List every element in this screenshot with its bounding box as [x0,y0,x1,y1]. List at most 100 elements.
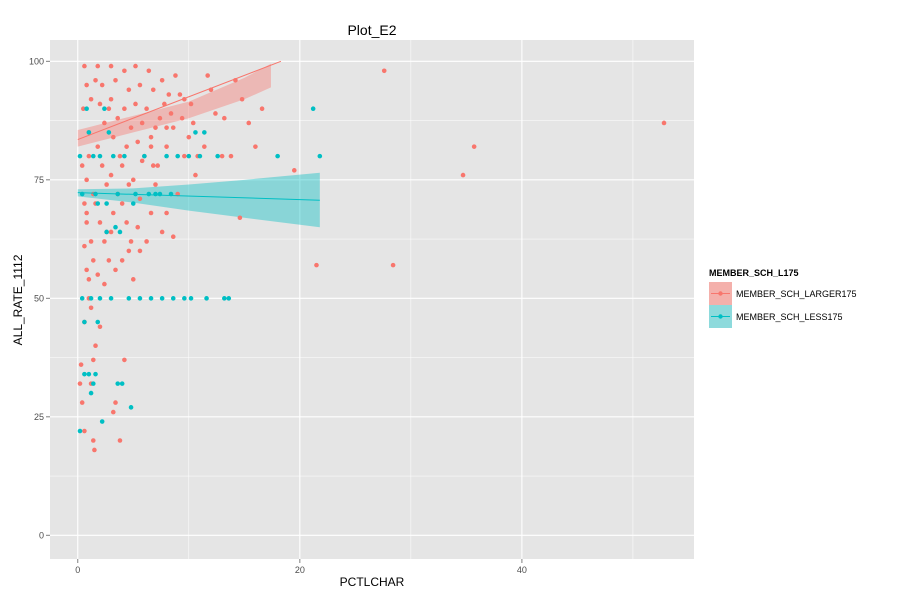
data-point [661,120,667,126]
data-point [148,134,154,140]
data-point [82,63,87,69]
data-point [153,182,158,187]
data-point [128,239,134,244]
data-point [162,101,167,107]
data-point [122,357,127,363]
y-axis-title: ALL_RATE_1112 [11,254,25,345]
data-point [77,428,83,434]
data-point [91,153,96,159]
chart-title: Plot_E2 [347,22,396,38]
data-point [91,258,96,263]
data-point [95,63,101,69]
data-point [79,163,85,168]
axis-ticks: 0 20 40 0 25 50 75 100 [29,56,527,575]
data-point [259,106,265,112]
data-point [86,153,92,159]
data-point [226,296,232,301]
data-point [202,130,207,135]
data-point [113,77,118,83]
data-point [228,153,234,159]
x-axis-title: PCTLCHAR [340,575,405,589]
data-point [146,68,152,74]
data-point [188,101,194,107]
data-point [97,220,103,225]
data-point [82,243,87,249]
data-point [91,357,96,363]
data-point [82,371,87,377]
data-point [88,96,94,102]
data-point [133,63,138,69]
data-point [110,409,116,415]
data-point [190,120,196,126]
legend-label: MEMBER_SCH_LESS175 [736,312,843,322]
data-point [77,381,83,386]
data-point [275,153,280,159]
data-point [135,139,141,145]
data-point [186,134,192,140]
data-point [108,96,114,102]
data-point [205,73,210,78]
data-point [126,87,132,93]
legend-title: MEMBER_SCH_L175 [709,268,799,278]
data-point [173,73,178,78]
data-point [102,281,107,287]
confidence-band [77,63,271,147]
data-point [188,296,194,301]
data-point [86,277,92,282]
data-point [246,120,252,126]
data-point [314,262,319,268]
confidence-bands [77,63,320,228]
data-point [110,210,116,216]
data-point [113,400,118,405]
data-point [77,153,83,159]
data-point [95,272,101,277]
y-tick-label: 50 [34,293,44,303]
data-point [219,153,225,159]
data-point [150,87,156,93]
data-point [99,163,105,168]
data-point [117,153,123,159]
data-point [139,120,145,126]
data-point [106,258,112,263]
data-point [113,267,118,273]
data-point [137,296,143,301]
data-point [471,144,477,149]
legend-key-point [718,291,723,296]
data-point [78,362,84,367]
data-point [95,319,101,325]
data-point [108,296,114,301]
data-point [186,153,192,159]
data-point [117,229,123,235]
data-point [159,77,165,83]
data-point [104,201,109,206]
data-point [222,296,227,301]
data-point [122,153,127,159]
data-point [126,182,132,187]
data-point [86,130,92,135]
data-point [130,177,136,183]
data-point [97,324,103,330]
data-point [79,296,85,301]
data-point [202,144,207,149]
data-point [291,168,297,173]
data-point [119,201,125,206]
data-point [95,144,101,149]
data-point [97,296,103,301]
data-point [79,400,85,405]
data-point [460,172,466,178]
trend-line [77,192,320,201]
data-point [137,82,143,88]
data-point [155,163,161,168]
data-point [175,191,180,197]
data-point [93,371,98,377]
data-point [106,106,112,112]
data-point [88,296,94,301]
data-point [119,381,125,386]
data-point [110,153,116,159]
data-point [159,296,165,301]
data-point [84,106,89,112]
data-point [115,115,121,121]
data-point [117,438,123,443]
data-point [390,262,396,268]
